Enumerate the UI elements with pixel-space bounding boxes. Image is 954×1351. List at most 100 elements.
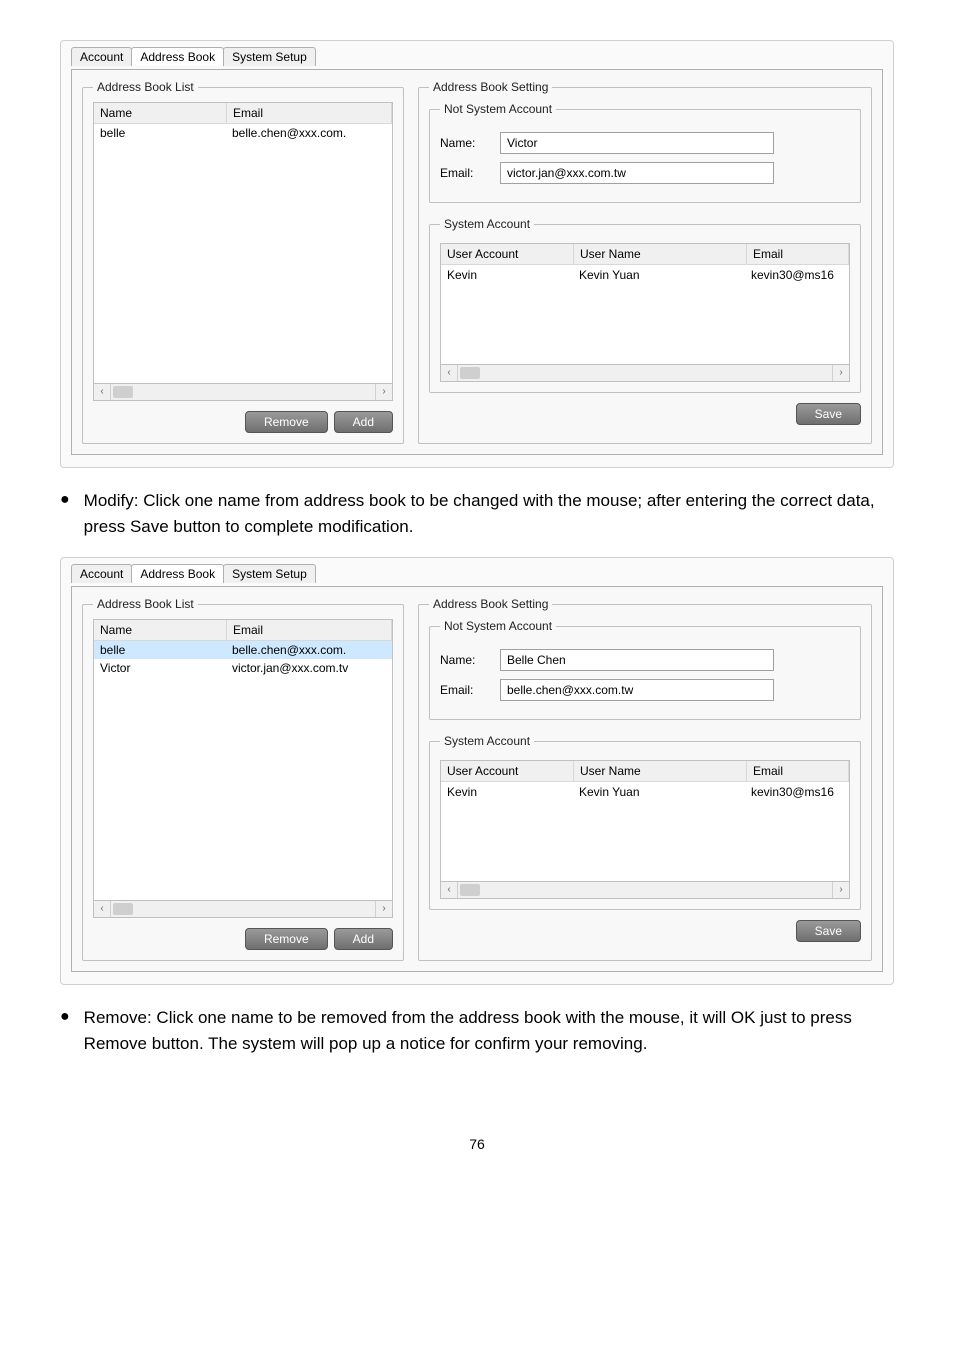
system-account-legend: System Account [440, 217, 534, 231]
address-book-list-group: Address Book List Name Email belle belle… [82, 80, 404, 444]
list-row[interactable]: Victor victor.jan@xxx.com.tv [94, 659, 392, 677]
scroll-track[interactable] [458, 365, 832, 381]
remove-text: Remove: Click one name to be removed fro… [84, 1005, 894, 1056]
sys-row[interactable]: Kevin Kevin Yuan kevin30@ms16 [441, 782, 849, 802]
sys-hscrollbar[interactable]: ‹ › [440, 882, 850, 899]
email-input[interactable] [500, 679, 774, 701]
address-book-list-legend: Address Book List [93, 597, 198, 611]
list-header-email: Email [227, 103, 392, 124]
address-book-list[interactable]: Name Email belle belle.chen@xxx.com. [93, 102, 393, 384]
tab-body: Address Book List Name Email belle belle… [71, 586, 883, 972]
list-cell-name: belle [94, 124, 226, 142]
remove-button[interactable]: Remove [245, 411, 328, 433]
system-account-table[interactable]: User Account User Name Email Kevin Kevin… [440, 760, 850, 882]
email-row: Email: [440, 679, 850, 701]
address-book-list[interactable]: Name Email belle belle.chen@xxx.com. Vic… [93, 619, 393, 901]
system-account-legend: System Account [440, 734, 534, 748]
sys-header-un: User Name [574, 244, 747, 265]
name-row: Name: [440, 132, 850, 154]
sys-cell-em: kevin30@ms16 [745, 265, 849, 285]
list-cell-email: belle.chen@xxx.com. [226, 641, 392, 659]
list-header: Name Email [94, 103, 392, 124]
list-row[interactable]: belle belle.chen@xxx.com. [94, 124, 392, 142]
list-buttons: Remove Add [93, 928, 393, 950]
name-label: Name: [440, 653, 490, 667]
list-header-name: Name [94, 103, 227, 124]
sys-header-ua: User Account [441, 761, 574, 782]
scroll-right-icon[interactable]: › [832, 882, 849, 898]
remove-button[interactable]: Remove [245, 928, 328, 950]
address-book-list-legend: Address Book List [93, 80, 198, 94]
remove-bullet: ● Remove: Click one name to be removed f… [60, 1005, 894, 1056]
scroll-track[interactable] [111, 384, 375, 400]
system-account-table[interactable]: User Account User Name Email Kevin Kevin… [440, 243, 850, 365]
scroll-left-icon[interactable]: ‹ [441, 365, 458, 381]
list-header-email: Email [227, 620, 392, 641]
address-book-setting-legend: Address Book Setting [429, 80, 552, 94]
list-header: Name Email [94, 620, 392, 641]
tab-address-book[interactable]: Address Book [131, 564, 224, 583]
sys-row[interactable]: Kevin Kevin Yuan kevin30@ms16 [441, 265, 849, 285]
scroll-thumb[interactable] [113, 903, 133, 915]
sys-cell-un: Kevin Yuan [573, 782, 745, 802]
name-label: Name: [440, 136, 490, 150]
sys-cell-un: Kevin Yuan [573, 265, 745, 285]
email-row: Email: [440, 162, 850, 184]
name-input[interactable] [500, 649, 774, 671]
name-row: Name: [440, 649, 850, 671]
sys-cell-ua: Kevin [441, 782, 573, 802]
list-cell-name: belle [94, 641, 226, 659]
name-input[interactable] [500, 132, 774, 154]
list-cell-name: Victor [94, 659, 226, 677]
scroll-right-icon[interactable]: › [375, 901, 392, 917]
list-header-name: Name [94, 620, 227, 641]
modify-text: Modify: Click one name from address book… [84, 488, 894, 539]
list-row[interactable]: belle belle.chen@xxx.com. [94, 641, 392, 659]
sys-cell-ua: Kevin [441, 265, 573, 285]
system-account-group: System Account User Account User Name Em… [429, 217, 861, 393]
add-button[interactable]: Add [334, 928, 393, 950]
scroll-track[interactable] [458, 882, 832, 898]
scroll-right-icon[interactable]: › [832, 365, 849, 381]
not-system-account-group: Not System Account Name: Email: [429, 102, 861, 203]
bullet-icon: ● [60, 488, 70, 539]
tab-system-setup[interactable]: System Setup [223, 47, 316, 66]
email-label: Email: [440, 683, 490, 697]
address-book-dialog-1: Account Address Book System Setup Addres… [60, 40, 894, 468]
list-buttons: Remove Add [93, 411, 393, 433]
not-system-account-legend: Not System Account [440, 619, 556, 633]
tab-body: Address Book List Name Email belle belle… [71, 69, 883, 455]
list-hscrollbar[interactable]: ‹ › [93, 901, 393, 918]
address-book-setting-group: Address Book Setting Not System Account … [418, 597, 872, 961]
list-hscrollbar[interactable]: ‹ › [93, 384, 393, 401]
scroll-right-icon[interactable]: › [375, 384, 392, 400]
bullet-icon: ● [60, 1005, 70, 1056]
scroll-left-icon[interactable]: ‹ [441, 882, 458, 898]
sys-hscrollbar[interactable]: ‹ › [440, 365, 850, 382]
tab-address-book[interactable]: Address Book [131, 47, 224, 66]
tab-account[interactable]: Account [71, 47, 132, 66]
scroll-left-icon[interactable]: ‹ [94, 384, 111, 400]
scroll-track[interactable] [111, 901, 375, 917]
scroll-thumb[interactable] [460, 367, 480, 379]
email-label: Email: [440, 166, 490, 180]
save-row: Save [429, 920, 861, 942]
tab-system-setup[interactable]: System Setup [223, 564, 316, 583]
tab-bar: Account Address Book System Setup [71, 564, 883, 583]
not-system-account-legend: Not System Account [440, 102, 556, 116]
not-system-account-group: Not System Account Name: Email: [429, 619, 861, 720]
scroll-thumb[interactable] [460, 884, 480, 896]
address-book-setting-legend: Address Book Setting [429, 597, 552, 611]
tab-account[interactable]: Account [71, 564, 132, 583]
scroll-thumb[interactable] [113, 386, 133, 398]
list-cell-email: belle.chen@xxx.com. [226, 124, 392, 142]
scroll-left-icon[interactable]: ‹ [94, 901, 111, 917]
save-button[interactable]: Save [796, 920, 861, 942]
address-book-dialog-2: Account Address Book System Setup Addres… [60, 557, 894, 985]
address-book-setting-group: Address Book Setting Not System Account … [418, 80, 872, 444]
add-button[interactable]: Add [334, 411, 393, 433]
page-number: 76 [60, 1136, 894, 1152]
list-cell-email: victor.jan@xxx.com.tv [226, 659, 392, 677]
email-input[interactable] [500, 162, 774, 184]
save-button[interactable]: Save [796, 403, 861, 425]
